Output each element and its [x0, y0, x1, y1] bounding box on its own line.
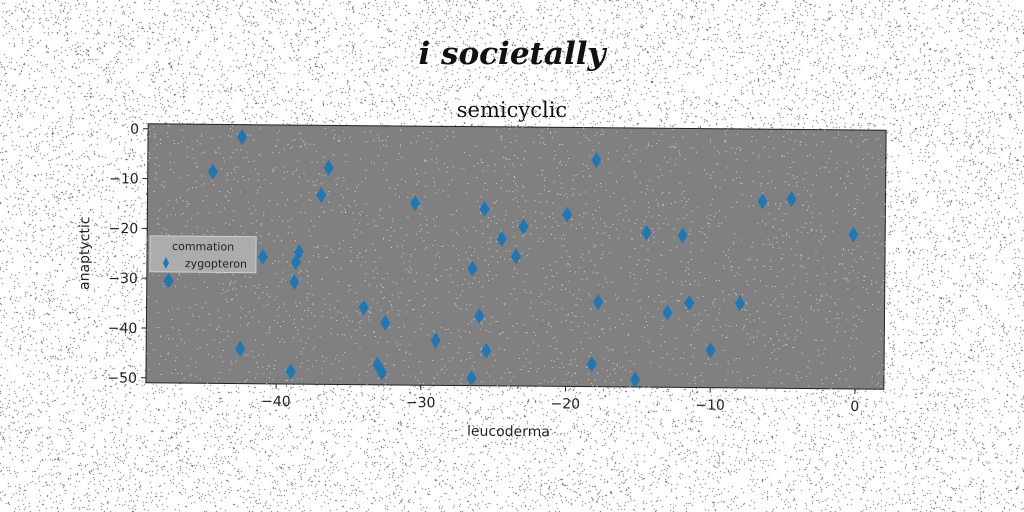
- data-point: [684, 294, 695, 311]
- y-tick-label: −20: [109, 221, 139, 237]
- y-tick-label: −10: [109, 171, 139, 187]
- data-point: [257, 248, 268, 265]
- data-point: [410, 195, 421, 212]
- data-point: [289, 273, 300, 290]
- x-axis-ticks: −40 −30 −20 −10 0: [261, 383, 859, 415]
- data-point: [479, 200, 490, 217]
- data-point: [163, 272, 174, 289]
- chart-title: semicyclic: [456, 98, 568, 122]
- data-point: [316, 187, 327, 204]
- x-tick-label: −30: [406, 395, 436, 411]
- legend-box: [149, 235, 257, 274]
- x-tick-label: −10: [695, 398, 725, 414]
- series-points: [163, 129, 859, 388]
- data-point: [323, 159, 334, 176]
- data-point: [734, 295, 745, 312]
- data-point: [562, 206, 573, 223]
- data-point: [593, 294, 604, 311]
- data-point: [376, 364, 387, 381]
- data-point: [848, 226, 859, 243]
- data-point: [786, 191, 797, 208]
- data-point: [662, 304, 673, 321]
- legend-entry-label: zygopteron: [185, 257, 247, 271]
- y-tick-label: −50: [107, 370, 137, 386]
- legend-title: commation: [172, 240, 234, 254]
- y-tick-label: 0: [130, 122, 139, 138]
- y-axis-ticks: 0 −10 −20 −30 −40 −50: [107, 122, 149, 387]
- x-tick-label: −40: [261, 394, 291, 410]
- legend-marker-icon: [162, 256, 169, 269]
- x-tick-label: −20: [551, 396, 581, 412]
- x-tick-label: 0: [850, 399, 859, 415]
- data-point: [430, 332, 441, 349]
- data-point: [380, 314, 391, 331]
- x-axis-label: leucoderma: [467, 424, 550, 441]
- data-point: [474, 307, 485, 324]
- data-point: [466, 370, 477, 387]
- data-point: [511, 248, 522, 265]
- data-point: [591, 152, 602, 169]
- data-point: [235, 340, 246, 357]
- data-point: [372, 356, 383, 373]
- data-point: [207, 163, 218, 180]
- data-point: [496, 230, 507, 247]
- figure-suptitle: i societally: [418, 36, 606, 72]
- data-point: [677, 227, 688, 244]
- data-point: [467, 260, 478, 277]
- data-point: [291, 254, 302, 271]
- data-point: [518, 218, 529, 235]
- data-point: [237, 129, 248, 146]
- data-point: [705, 342, 716, 359]
- data-point: [641, 224, 652, 241]
- data-point: [757, 193, 768, 210]
- data-point: [586, 356, 597, 373]
- data-point: [358, 299, 369, 316]
- legend: commation zygopteron: [149, 235, 257, 274]
- y-tick-label: −30: [108, 271, 138, 287]
- data-point: [285, 363, 296, 380]
- data-point: [630, 371, 641, 388]
- y-tick-label: −40: [108, 321, 138, 337]
- y-axis-label: anaptyctic: [77, 216, 94, 290]
- data-point: [481, 342, 492, 359]
